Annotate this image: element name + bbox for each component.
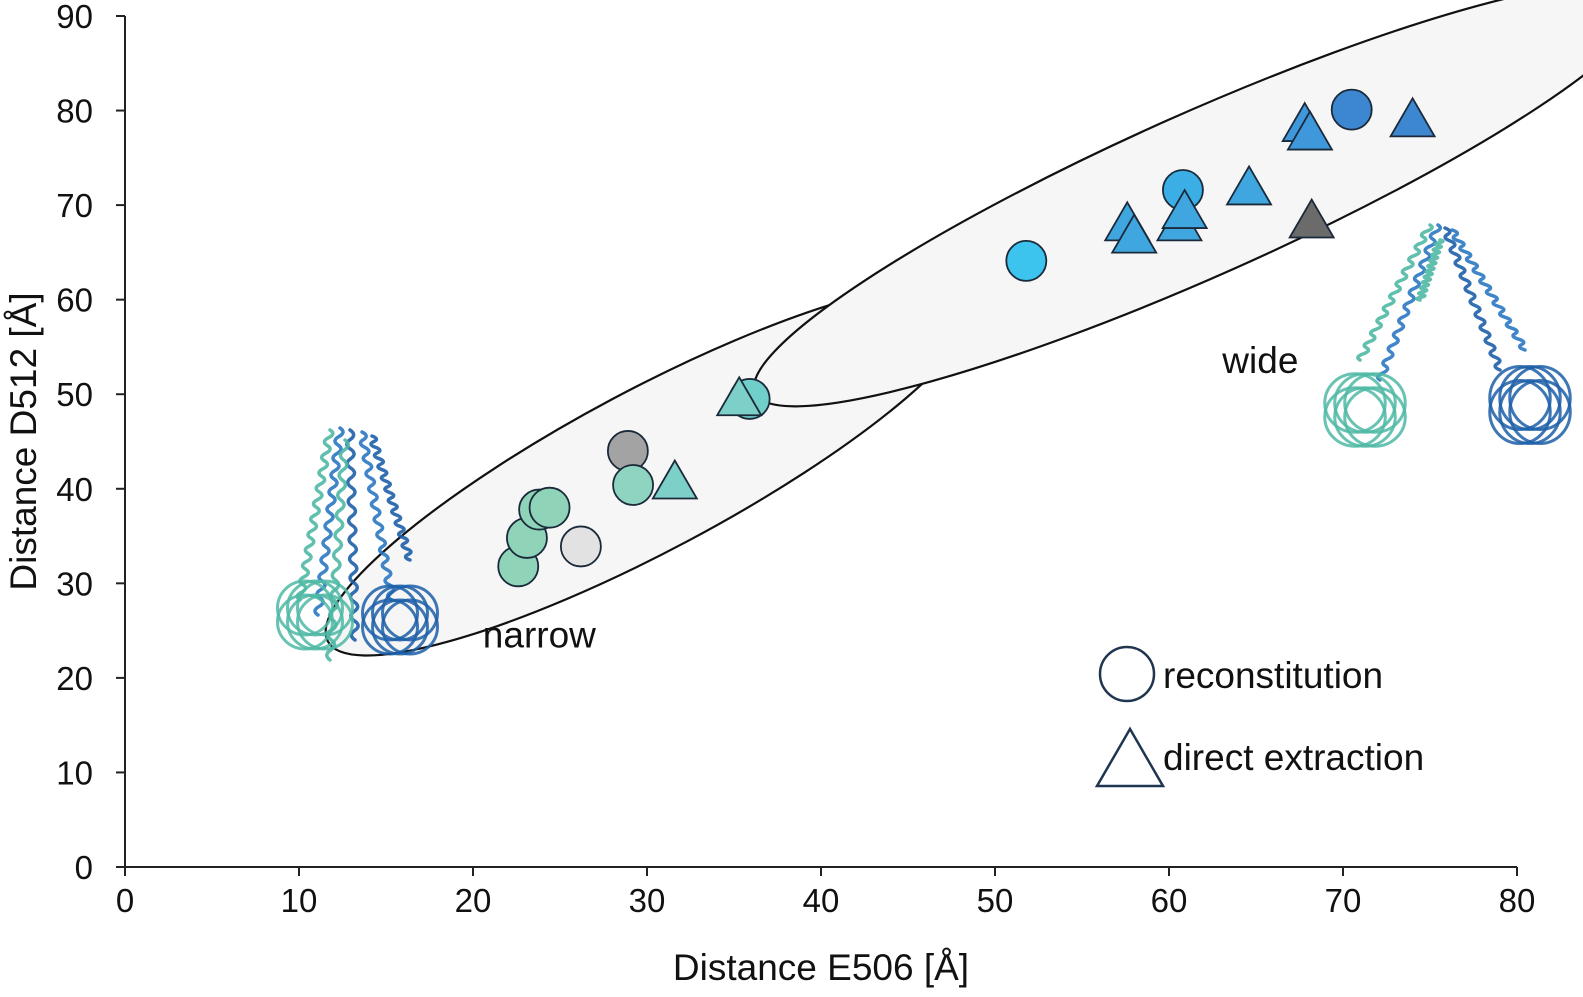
point-triangle: [651, 458, 699, 500]
legend: reconstitution direct extraction: [1094, 645, 1424, 788]
annotation-narrow: narrow: [483, 614, 596, 655]
point-circle: [1330, 88, 1373, 131]
y-tick-label: 0: [75, 849, 93, 886]
y-tick-label: 90: [56, 0, 93, 35]
x-tick-label: 40: [803, 882, 840, 919]
y-tick-label: 30: [56, 565, 93, 602]
legend-triangle-icon: [1094, 726, 1166, 788]
point-triangle: [715, 375, 763, 417]
y-tick-label: 40: [56, 471, 93, 508]
x-axis-title: Distance E506 [Å]: [673, 947, 969, 988]
y-tick-label: 10: [56, 754, 93, 791]
x-tick-label: 60: [1151, 882, 1188, 919]
point-triangle: [1110, 212, 1158, 254]
x-tick-label: 10: [281, 882, 318, 919]
y-axis-title: Distance D512 [Å]: [3, 292, 44, 590]
point-circle: [1005, 239, 1048, 282]
data-points: [497, 88, 1437, 588]
narrow-structure-illustration: [276, 426, 439, 662]
x-tick-label: 80: [1499, 882, 1536, 919]
x-tick-label: 70: [1325, 882, 1362, 919]
y-tick-label: 70: [56, 187, 93, 224]
protein-structure-illustrations: [276, 223, 1572, 662]
annotation-wide: wide: [1221, 340, 1298, 381]
axes: 0 10 20 30 40 50 60 70 80 0 10 20 30 40 50 60 70 80 90: [56, 0, 1535, 919]
annotations: narrow wide: [483, 340, 1299, 655]
point-triangle: [1288, 197, 1336, 239]
x-tick-label: 30: [629, 882, 666, 919]
x-tick-label: 20: [455, 882, 492, 919]
legend-label-direct-extraction: direct extraction: [1163, 737, 1424, 778]
y-tick-label: 20: [56, 660, 93, 697]
cluster-ellipse-wide: [752, 0, 1583, 408]
x-ticks: 0 10 20 30 40 50 60 70 80: [116, 867, 1536, 919]
point-triangle: [1161, 188, 1209, 229]
legend-label-reconstitution: reconstitution: [1163, 655, 1383, 696]
x-tick-label: 0: [116, 882, 134, 919]
point-triangle: [1225, 164, 1273, 206]
x-tick-label: 50: [977, 882, 1014, 919]
point-triangle: [1286, 109, 1334, 151]
y-ticks: 0 10 20 30 40 50 60 70 80 90: [56, 0, 125, 886]
wide-structure-illustration: [1323, 223, 1572, 448]
point-circle: [612, 464, 654, 506]
y-tick-label: 80: [56, 93, 93, 130]
y-tick-label: 60: [56, 282, 93, 319]
legend-circle-icon: [1098, 645, 1156, 703]
cluster-ellipses: [324, 0, 1583, 657]
point-circle: [528, 486, 571, 529]
point-triangle: [1389, 96, 1437, 138]
point-circle: [559, 525, 602, 568]
y-tick-label: 50: [56, 376, 93, 413]
